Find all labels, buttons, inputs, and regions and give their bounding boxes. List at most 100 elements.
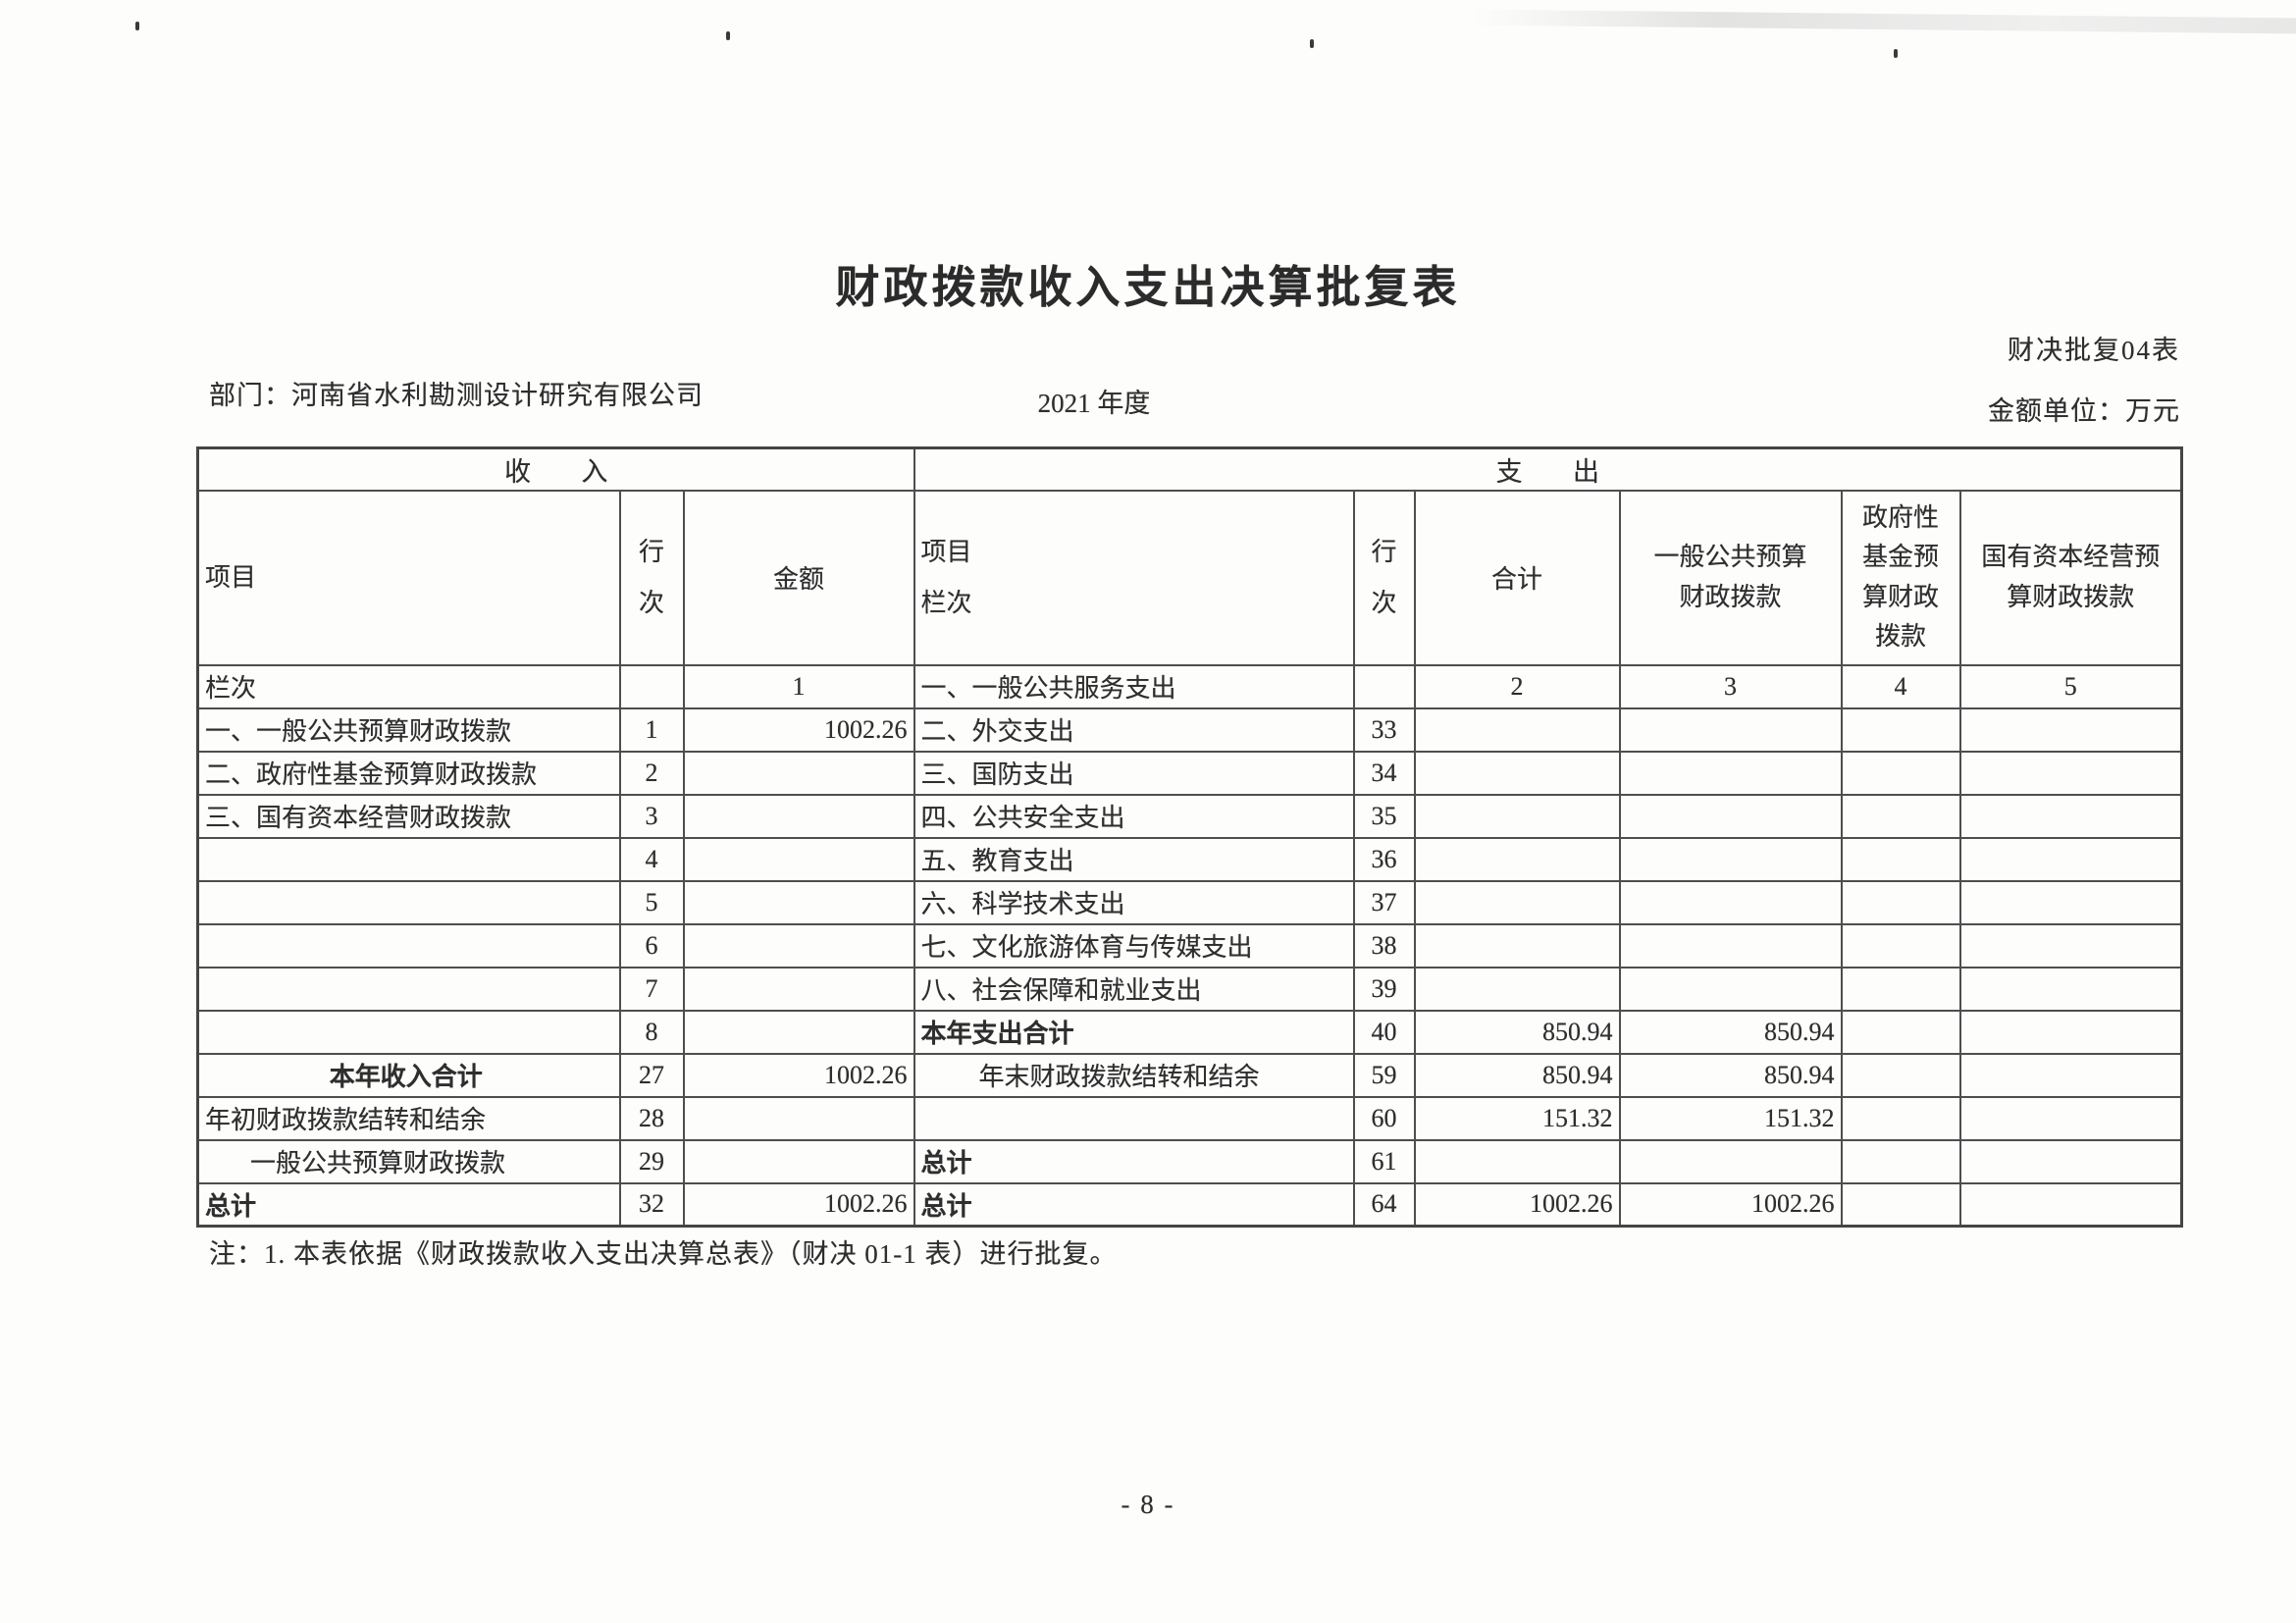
expense-gov-fund-cell bbox=[1840, 922, 1961, 969]
expense-gov-fund-header: 政府性 基金预 算财政 拨款 bbox=[1840, 489, 1961, 666]
expense-general-budget-header: 一般公共预算 财政拨款 bbox=[1618, 489, 1843, 666]
page-number: - 8 - bbox=[1121, 1490, 1175, 1519]
expense-item-cell: 八、社会保障和就业支出 bbox=[913, 966, 1355, 1012]
expense-line-cell: 64 bbox=[1352, 1181, 1416, 1228]
expense-line-cell: 34 bbox=[1352, 750, 1416, 796]
expense-state-capital-cell bbox=[1958, 1138, 2183, 1184]
income-amount-cell: 1002.26 bbox=[682, 707, 915, 753]
expense-item-cell: 六、科学技术支出 bbox=[913, 879, 1355, 925]
scan-speck bbox=[135, 22, 139, 30]
expense-item-cell: 总计 bbox=[913, 1138, 1355, 1184]
expense-general-cell bbox=[1618, 707, 1843, 753]
income-item-cell: 二、政府性基金预算财政拨款 bbox=[196, 750, 621, 796]
income-item-cell bbox=[196, 1009, 621, 1055]
income-line-cell: 4 bbox=[618, 836, 685, 882]
expense-section-header: 支出 bbox=[913, 446, 2183, 492]
income-amount-cell: 1 bbox=[682, 663, 915, 709]
income-item-cell: 一般公共预算财政拨款 bbox=[196, 1138, 621, 1184]
expense-general-cell: 850.94 bbox=[1618, 1052, 1843, 1098]
expense-total-cell: 2 bbox=[1413, 663, 1621, 709]
income-line-cell: 1 bbox=[618, 707, 685, 753]
expense-state-capital-cell bbox=[1958, 707, 2183, 753]
income-line-cell: 3 bbox=[618, 793, 685, 839]
expense-general-cell bbox=[1618, 750, 1843, 796]
income-line-cell: 29 bbox=[618, 1138, 685, 1184]
expense-general-cell bbox=[1618, 793, 1843, 839]
expense-line-cell bbox=[1352, 663, 1416, 709]
income-amount-cell: 1002.26 bbox=[682, 1181, 915, 1228]
expense-state-capital-cell bbox=[1958, 750, 2183, 796]
expense-total-header: 合计 bbox=[1413, 489, 1621, 666]
expense-gov-fund-cell bbox=[1840, 879, 1961, 925]
expense-line-cell: 40 bbox=[1352, 1009, 1416, 1055]
expense-item-cell: 三、国防支出 bbox=[913, 750, 1355, 796]
income-item-cell: 总计 bbox=[196, 1181, 621, 1228]
expense-state-capital-cell bbox=[1958, 922, 2183, 969]
table-row: 7 八、社会保障和就业支出 39 bbox=[196, 966, 2183, 1012]
income-amount-cell bbox=[682, 879, 915, 925]
expense-total-cell bbox=[1413, 836, 1621, 882]
income-amount-cell bbox=[682, 922, 915, 969]
income-item-cell: 栏次 bbox=[196, 663, 621, 709]
department-label: 部门：河南省水利勘测设计研究有限公司 bbox=[209, 381, 704, 410]
income-line-no-header-text: 行次 bbox=[638, 537, 664, 617]
expense-general-cell: 3 bbox=[1618, 663, 1843, 709]
expense-gov-fund-cell bbox=[1840, 1095, 1961, 1141]
table-row: 年初财政拨款结转和结余 28 60 151.32 151.32 bbox=[196, 1095, 2183, 1141]
expense-line-no-header: 行次 bbox=[1352, 489, 1416, 666]
expense-item-cell: 七、文化旅游体育与传媒支出 bbox=[913, 922, 1355, 969]
income-amount-cell bbox=[682, 1095, 915, 1141]
income-item-cell bbox=[196, 922, 621, 969]
footnote: 注：1. 本表依据《财政拨款收入支出决算总表》（财决 01-1 表）进行批复。 bbox=[209, 1239, 1118, 1269]
table-row: 二、政府性基金预算财政拨款 2 三、国防支出 34 bbox=[196, 750, 2183, 796]
income-item-cell bbox=[196, 836, 621, 882]
section-header-row: 收入 支出 bbox=[196, 446, 2183, 492]
income-section-header: 收入 bbox=[196, 446, 915, 492]
expense-gov-fund-cell bbox=[1840, 750, 1961, 796]
expense-state-capital-cell bbox=[1958, 1095, 2183, 1141]
expense-state-capital-cell bbox=[1958, 1052, 2183, 1098]
expense-total-cell bbox=[1413, 922, 1621, 969]
income-amount-cell bbox=[682, 966, 915, 1012]
form-code-label: 财决批复04表 bbox=[2008, 336, 2180, 365]
expense-line-cell: 60 bbox=[1352, 1095, 1416, 1141]
scan-speck bbox=[726, 31, 730, 40]
expense-line-cell: 61 bbox=[1352, 1138, 1416, 1184]
expense-item-cell: 本年支出合计 bbox=[913, 1009, 1355, 1055]
expense-line-no-header-text: 行次 bbox=[1371, 537, 1397, 617]
income-amount-cell: 1002.26 bbox=[682, 1052, 915, 1098]
expense-gov-fund-cell bbox=[1840, 793, 1961, 839]
expense-gov-fund-cell bbox=[1840, 1181, 1961, 1228]
table-row: 一般公共预算财政拨款 29 总计 61 bbox=[196, 1138, 2183, 1184]
expense-general-cell bbox=[1618, 879, 1843, 925]
income-line-cell: 7 bbox=[618, 966, 685, 1012]
expense-item-cell: 五、教育支出 bbox=[913, 836, 1355, 882]
expense-item-header: 项目 栏次 bbox=[913, 489, 1355, 666]
income-line-cell: 27 bbox=[618, 1052, 685, 1098]
table-row: 4 五、教育支出 36 bbox=[196, 836, 2183, 882]
expense-state-capital-cell bbox=[1958, 836, 2183, 882]
table-row: 6 七、文化旅游体育与传媒支出 38 bbox=[196, 922, 2183, 969]
income-line-cell: 5 bbox=[618, 879, 685, 925]
expense-total-cell bbox=[1413, 966, 1621, 1012]
income-line-cell: 6 bbox=[618, 922, 685, 969]
expense-item-cell: 二、外交支出 bbox=[913, 707, 1355, 753]
expense-item-cell: 总计 bbox=[913, 1181, 1355, 1228]
income-amount-cell bbox=[682, 836, 915, 882]
expense-total-cell bbox=[1413, 793, 1621, 839]
income-item-cell bbox=[196, 966, 621, 1012]
expense-state-capital-cell bbox=[1958, 1181, 2183, 1228]
income-line-no-header: 行次 bbox=[618, 489, 685, 666]
expense-state-capital-cell bbox=[1958, 966, 2183, 1012]
scan-speck bbox=[1310, 39, 1314, 48]
income-item-cell bbox=[196, 879, 621, 925]
expense-gov-fund-cell bbox=[1840, 707, 1961, 753]
expense-state-capital-cell bbox=[1958, 879, 2183, 925]
income-line-cell bbox=[618, 663, 685, 709]
expense-item-cell: 年末财政拨款结转和结余 bbox=[913, 1052, 1355, 1098]
budget-approval-table: 收入 支出 项目 行次 金额 项目 栏次 行次 合计 一般公共预算 财政拨款 政… bbox=[196, 446, 2184, 1228]
income-amount-cell bbox=[682, 1138, 915, 1184]
expense-general-cell bbox=[1618, 922, 1843, 969]
expense-item-cell: 一、一般公共服务支出 bbox=[913, 663, 1355, 709]
